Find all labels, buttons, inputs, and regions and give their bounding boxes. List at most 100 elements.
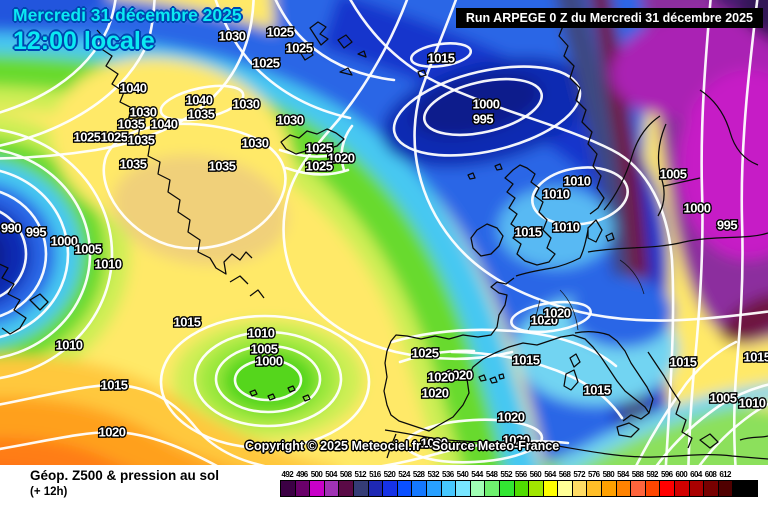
scale-value: 560 [529, 470, 542, 479]
pressure-label: 1030 [219, 29, 246, 44]
scale-color-swatch [425, 480, 441, 497]
map-title-block: Mercredi 31 décembre 2025 12:00 locale [13, 5, 242, 56]
scale-cell: 536 [440, 470, 456, 497]
valid-date-text: Mercredi 31 décembre 2025 [13, 5, 242, 25]
scale-value: 492 [281, 470, 294, 479]
scale-color-swatch [703, 480, 718, 497]
pressure-label: 1010 [56, 338, 83, 353]
scale-value: 564 [544, 470, 556, 479]
pressure-label: 1015 [101, 378, 128, 393]
scale-value: 524 [398, 470, 410, 479]
scale-color-swatch [615, 480, 631, 497]
pressure-label: 1005 [660, 167, 687, 182]
scale-value: 536 [442, 470, 454, 479]
scale-color-swatch [455, 480, 470, 497]
pressure-label: 1025 [74, 130, 101, 145]
scale-cell: 552 [498, 470, 514, 497]
pressure-label: 1015 [670, 355, 697, 370]
scale-color-swatch [732, 480, 759, 497]
scale-cell: 532 [425, 470, 441, 497]
pressure-label: 995 [717, 218, 737, 233]
pressure-label: 1000 [684, 201, 711, 216]
scale-cell: 588 [630, 470, 645, 497]
scale-color-swatch [498, 480, 514, 497]
scale-color-swatch [396, 480, 412, 497]
scale-value: 540 [456, 470, 469, 479]
scale-color-swatch [571, 480, 587, 497]
pressure-label: 1020 [328, 151, 355, 166]
pressure-label: 1010 [248, 326, 275, 341]
scale-cell: 544 [469, 470, 485, 497]
pressure-label: 1010 [95, 257, 122, 272]
pressure-label: 995 [473, 112, 493, 127]
scale-cell: 612 [717, 470, 733, 497]
scale-cell: 504 [323, 470, 339, 497]
scale-value: 504 [325, 470, 337, 479]
scale-color-swatch [280, 480, 295, 497]
scale-value: 592 [646, 470, 658, 479]
pressure-label: 1020 [421, 436, 448, 451]
scale-cell: 608 [703, 470, 718, 497]
scale-value: 516 [369, 470, 381, 479]
valid-time-text: 12:00 locale [13, 27, 155, 55]
pressure-label: 1005 [251, 342, 278, 357]
scale-value: 608 [704, 470, 717, 479]
scale-cell: 580 [601, 470, 616, 497]
scale-cell: 576 [586, 470, 602, 497]
scale-value: 596 [660, 470, 673, 479]
pressure-label: 1025 [253, 56, 280, 71]
scale-value: 512 [354, 470, 367, 479]
scale-value: 604 [690, 470, 702, 479]
pressure-label: 1035 [120, 157, 147, 172]
scale-cell: 512 [352, 470, 368, 497]
scale-color-swatch [542, 480, 558, 497]
scale-value: 584 [617, 470, 629, 479]
weather-map: 1030 1025 1025 1025 1040 1040 1030 1030 1035 1030… [0, 0, 768, 465]
pressure-label: 1040 [151, 117, 178, 132]
scale-cell: 584 [615, 470, 631, 497]
pressure-label: 1005 [710, 391, 737, 406]
pressure-label: 1020 [531, 313, 558, 328]
pressure-label: 1015 [174, 315, 201, 330]
pressure-label: 1035 [209, 159, 236, 174]
coastlines [0, 13, 768, 460]
scale-cell: 560 [528, 470, 543, 497]
color-scale: 492 496 500 504 508 512 516 520 524 528 532 536 540 5… [280, 470, 759, 497]
pressure-label: 1025 [306, 141, 333, 156]
scale-color-swatch [717, 480, 733, 497]
scale-cell: 604 [688, 470, 704, 497]
pressure-label: 1025 [286, 41, 313, 56]
pressure-label: 1010 [739, 396, 766, 411]
scale-value: 576 [587, 470, 600, 479]
scale-color-swatch [586, 480, 602, 497]
pressure-label: 995 [26, 225, 46, 240]
scale-value: 496 [296, 470, 308, 479]
scale-value: 500 [310, 470, 323, 479]
scale-color-swatch [469, 480, 485, 497]
pressure-label: 1040 [120, 81, 147, 96]
scale-cell: 564 [542, 470, 558, 497]
scale-color-swatch [440, 480, 456, 497]
pressure-label: 1010 [543, 187, 570, 202]
scale-cell: 528 [411, 470, 426, 497]
scale-cell: 600 [674, 470, 689, 497]
scale-value: 572 [573, 470, 585, 479]
scale-cell: 540 [455, 470, 470, 497]
scale-color-swatch [338, 480, 353, 497]
pressure-label: 1015 [584, 383, 611, 398]
pressure-label: 1035 [128, 133, 155, 148]
pressure-label: 1025 [306, 159, 333, 174]
scale-value: 568 [558, 470, 571, 479]
pressure-label: 1035 [188, 107, 215, 122]
scale-cell: 496 [294, 470, 310, 497]
scale-color-swatch [411, 480, 426, 497]
scale-cell: 520 [382, 470, 397, 497]
scale-cell: 516 [367, 470, 383, 497]
scale-value: 544 [471, 470, 483, 479]
scale-cell: 556 [513, 470, 529, 497]
scale-color-swatch [352, 480, 368, 497]
pressure-label: 1020 [498, 410, 525, 425]
pressure-label: 1000 [473, 97, 500, 112]
